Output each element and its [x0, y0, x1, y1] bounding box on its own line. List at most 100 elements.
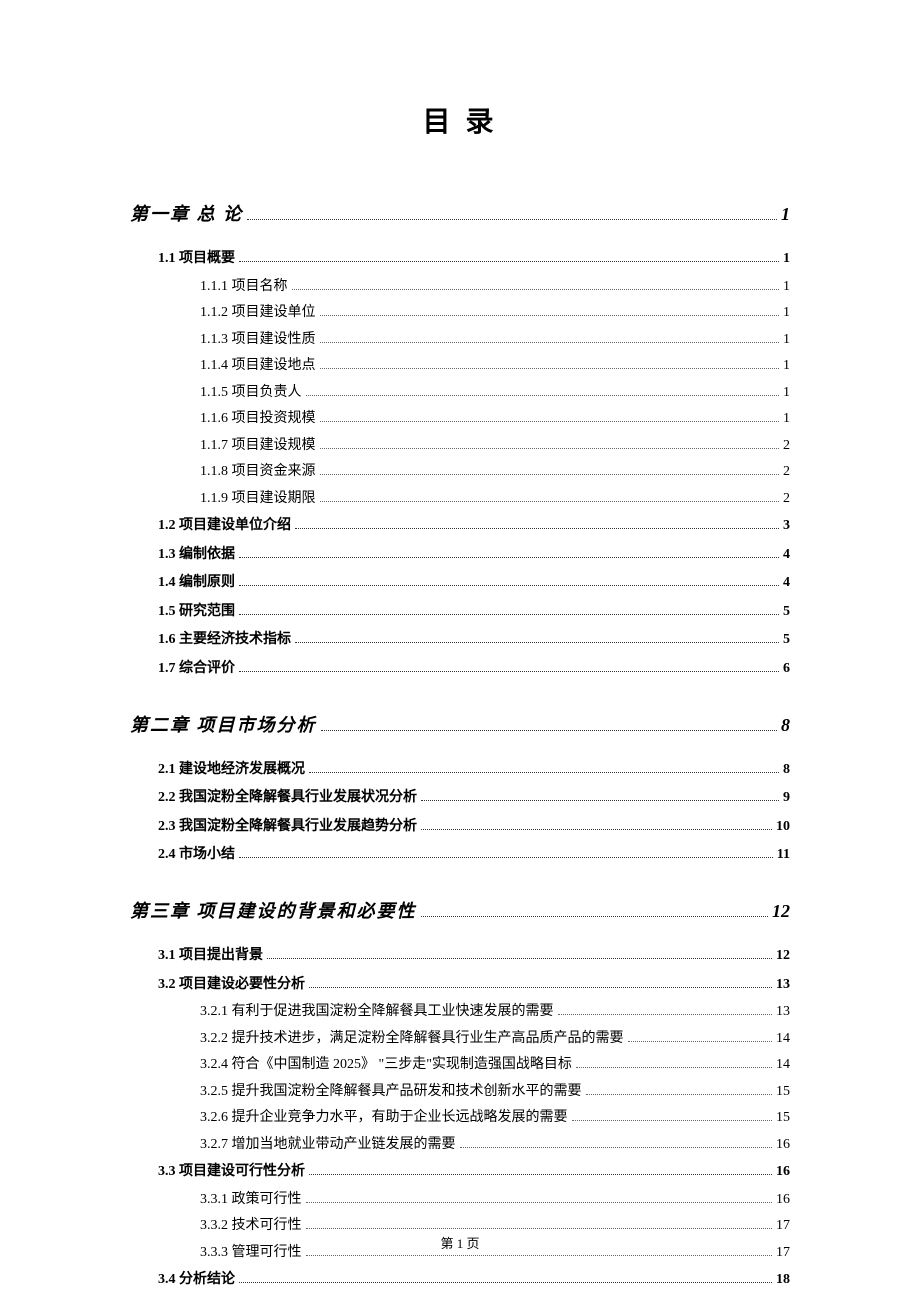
toc-entry-section: 1.7 综合评价6 [158, 656, 790, 683]
toc-entry-section: 2.2 我国淀粉全降解餐具行业发展状况分析9 [158, 785, 790, 812]
toc-entry-subsection: 1.1.8 项目资金来源 2 [200, 460, 790, 485]
toc-leader [295, 642, 779, 643]
toc-leader [239, 614, 779, 615]
toc-page-number: 4 [783, 570, 790, 597]
toc-page-number: 15 [776, 1106, 790, 1131]
toc-label: 2.1 建设地经济发展概况 [158, 757, 305, 784]
toc-label: 第一章 总 论 [130, 200, 243, 226]
toc-leader [239, 1282, 772, 1283]
toc-entry-section: 3.1 项目提出背景12 [158, 943, 790, 970]
toc-label: 1.1.8 项目资金来源 [200, 460, 316, 485]
toc-entry-section: 1.1 项目概要1 [158, 246, 790, 273]
toc-label: 2.3 我国淀粉全降解餐具行业发展趋势分析 [158, 814, 417, 841]
toc-label: 1.2 项目建设单位介绍 [158, 513, 291, 540]
toc-leader [320, 448, 780, 449]
toc-leader [292, 289, 780, 290]
toc-page-number: 1 [783, 275, 790, 300]
toc-label: 1.6 主要经济技术指标 [158, 627, 291, 654]
toc-entry-subsection: 3.3.1 政策可行性 16 [200, 1188, 790, 1213]
toc-entry-subsection: 1.1.2 项目建设单位1 [200, 301, 790, 326]
toc-page-number: 1 [783, 328, 790, 353]
toc-leader [306, 1255, 773, 1256]
toc-leader [239, 585, 779, 586]
toc-entry-section: 2.1 建设地经济发展概况 8 [158, 757, 790, 784]
toc-leader [247, 219, 777, 220]
toc-entry-section: 3.3 项目建设可行性分析 16 [158, 1159, 790, 1186]
toc-label: 3.3 项目建设可行性分析 [158, 1159, 305, 1186]
toc-entry-chapter: 第二章 项目市场分析8 [130, 711, 790, 737]
page-footer: 第 1 页 [0, 1233, 920, 1252]
toc-leader [239, 261, 779, 262]
toc-label: 1.1.5 项目负责人 [200, 381, 302, 406]
toc-page-number: 13 [776, 972, 790, 999]
toc-page-number: 4 [783, 542, 790, 569]
toc-label: 3.2.4 符合《中国制造 2025》 "三步走"实现制造强国战略目标 [200, 1053, 572, 1078]
toc-leader [320, 315, 780, 316]
toc-label: 1.5 研究范围 [158, 599, 235, 626]
toc-entry-subsection: 3.2.5 提升我国淀粉全降解餐具产品研发和技术创新水平的需要15 [200, 1080, 790, 1105]
toc-label: 第三章 项目建设的背景和必要性 [130, 897, 417, 923]
toc-entry-subsection: 1.1.6 项目投资规模1 [200, 407, 790, 432]
toc-label: 3.2 项目建设必要性分析 [158, 972, 305, 999]
toc-entry-subsection: 3.2.7 增加当地就业带动产业链发展的需要16 [200, 1133, 790, 1158]
toc-leader [628, 1041, 773, 1042]
toc-leader [320, 421, 780, 422]
toc-leader [306, 1202, 773, 1203]
toc-label: 1.1.4 项目建设地点 [200, 354, 316, 379]
toc-entry-section: 1.2 项目建设单位介绍3 [158, 513, 790, 540]
toc-entry-section: 3.2 项目建设必要性分析 13 [158, 972, 790, 999]
toc-label: 1.1.1 项目名称 [200, 275, 288, 300]
toc-page-number: 13 [776, 1000, 790, 1025]
toc-label: 3.4 分析结论 [158, 1267, 235, 1294]
toc-entry-subsection: 3.2.6 提升企业竞争力水平，有助于企业长远战略发展的需要 15 [200, 1106, 790, 1131]
toc-label: 1.1.2 项目建设单位 [200, 301, 316, 326]
toc-page-number: 1 [783, 354, 790, 379]
toc-page-number: 1 [783, 381, 790, 406]
toc-page-number: 16 [776, 1188, 790, 1213]
toc-leader [320, 474, 780, 475]
toc-label: 第二章 项目市场分析 [130, 711, 317, 737]
toc-page-number: 12 [772, 901, 790, 922]
toc-page-number: 2 [783, 460, 790, 485]
toc-leader [421, 829, 772, 830]
toc-page-number: 9 [783, 785, 790, 812]
toc-label: 1.1.6 项目投资规模 [200, 407, 316, 432]
toc-page-number: 16 [776, 1159, 790, 1186]
toc-label: 3.1 项目提出背景 [158, 943, 263, 970]
table-of-contents: 第一章 总 论11.1 项目概要11.1.1 项目名称11.1.2 项目建设单位… [130, 200, 790, 1294]
toc-label: 1.1.7 项目建设规模 [200, 434, 316, 459]
toc-leader [572, 1120, 773, 1121]
toc-page-number: 16 [776, 1133, 790, 1158]
toc-leader [421, 800, 779, 801]
toc-entry-section: 1.3 编制依据4 [158, 542, 790, 569]
toc-label: 3.3.1 政策可行性 [200, 1188, 302, 1213]
toc-leader [267, 958, 772, 959]
toc-entry-section: 3.4 分析结论 18 [158, 1267, 790, 1294]
toc-leader [320, 368, 780, 369]
toc-label: 1.1.3 项目建设性质 [200, 328, 316, 353]
toc-label: 1.4 编制原则 [158, 570, 235, 597]
toc-entry-chapter: 第一章 总 论 1 [130, 200, 790, 226]
toc-label: 3.2.1 有利于促进我国淀粉全降解餐具工业快速发展的需要 [200, 1000, 554, 1025]
toc-leader [320, 342, 780, 343]
toc-leader [309, 772, 779, 773]
toc-entry-section: 1.5 研究范围5 [158, 599, 790, 626]
toc-leader [421, 916, 769, 917]
toc-entry-section: 1.4 编制原则 4 [158, 570, 790, 597]
toc-page-number: 2 [783, 434, 790, 459]
toc-page-number: 18 [776, 1267, 790, 1294]
toc-page-number: 14 [776, 1027, 790, 1052]
toc-entry-subsection: 3.2.1 有利于促进我国淀粉全降解餐具工业快速发展的需要 13 [200, 1000, 790, 1025]
toc-entry-subsection: 3.2.2 提升技术进步，满足淀粉全降解餐具行业生产高品质产品的需要 14 [200, 1027, 790, 1052]
page-title: 目 录 [130, 100, 790, 140]
toc-leader [306, 1228, 773, 1229]
toc-entry-section: 2.3 我国淀粉全降解餐具行业发展趋势分析10 [158, 814, 790, 841]
toc-label: 3.2.2 提升技术进步，满足淀粉全降解餐具行业生产高品质产品的需要 [200, 1027, 624, 1052]
toc-page-number: 8 [783, 757, 790, 784]
toc-leader [239, 857, 773, 858]
toc-page-number: 1 [781, 204, 790, 225]
toc-leader [309, 1174, 772, 1175]
toc-label: 3.2.6 提升企业竞争力水平，有助于企业长远战略发展的需要 [200, 1106, 568, 1131]
toc-page-number: 2 [783, 487, 790, 512]
toc-leader [239, 557, 779, 558]
